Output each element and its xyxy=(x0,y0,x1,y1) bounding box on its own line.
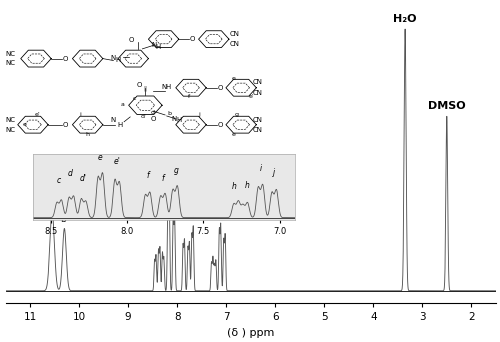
Text: DMSO: DMSO xyxy=(428,101,466,111)
Text: b: b xyxy=(60,214,66,224)
Text: H₂O: H₂O xyxy=(394,14,417,24)
Text: a: a xyxy=(48,195,54,204)
X-axis label: (δ ) ppm: (δ ) ppm xyxy=(227,328,274,338)
